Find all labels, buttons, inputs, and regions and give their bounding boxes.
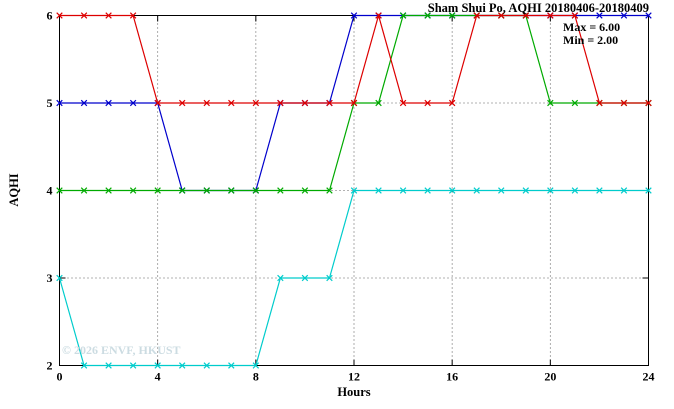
x-tick-label: 24 bbox=[643, 370, 655, 384]
series-markers-cyan bbox=[56, 187, 652, 369]
max-annotation: Max = 6.00 bbox=[563, 20, 621, 34]
series-line-red bbox=[59, 13, 649, 104]
y-tick-label: 5 bbox=[47, 96, 53, 110]
y-tick-label: 4 bbox=[47, 184, 53, 198]
chart-title: Sham Shui Po, AQHI 20180406-20180409 bbox=[427, 1, 649, 15]
x-tick-label: 20 bbox=[544, 370, 556, 384]
x-tick-label: 8 bbox=[253, 370, 259, 384]
y-tick-label: 6 bbox=[47, 9, 53, 23]
min-annotation: Min = 2.00 bbox=[563, 33, 619, 47]
x-tick-label: 4 bbox=[155, 370, 161, 384]
y-tick-label: 3 bbox=[47, 271, 53, 285]
x-axis-title: Hours bbox=[337, 385, 371, 399]
y-axis-title: AQHI bbox=[7, 173, 21, 207]
watermark: © 2026 ENVF, HKUST bbox=[62, 343, 181, 357]
x-tick-label: 0 bbox=[57, 370, 63, 384]
y-tick-label: 2 bbox=[47, 359, 53, 373]
series-markers-red bbox=[56, 12, 652, 107]
x-tick-label: 12 bbox=[348, 370, 360, 384]
x-tick-label: 16 bbox=[446, 370, 458, 384]
